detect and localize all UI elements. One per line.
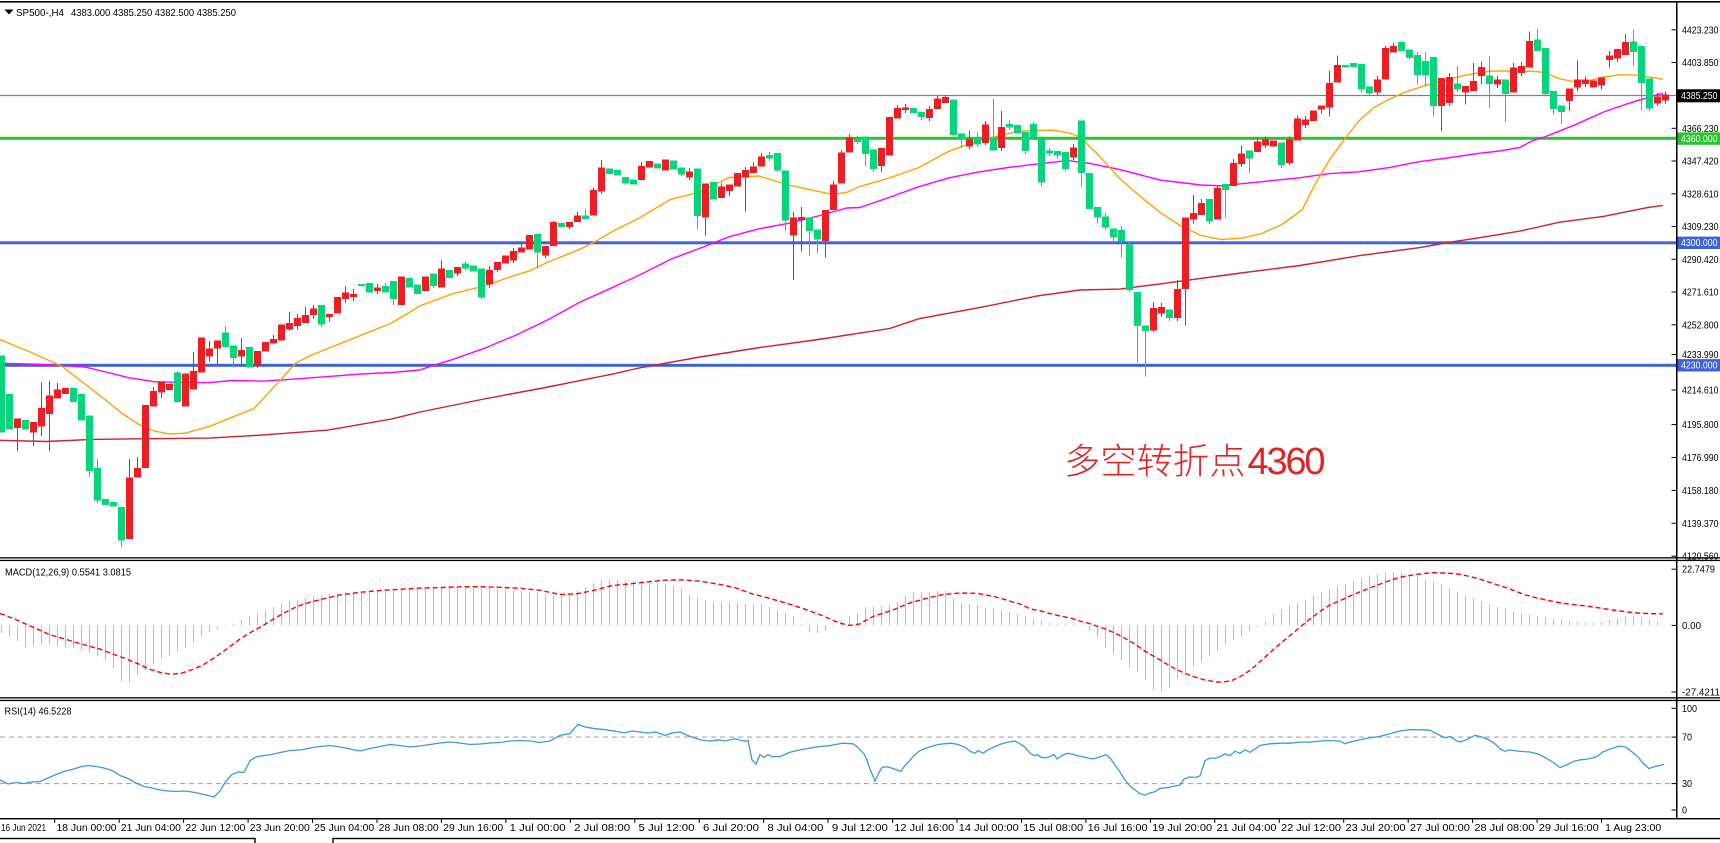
svg-text:22 Jun 12:00: 22 Jun 12:00 — [185, 823, 245, 834]
svg-text:4383.000 4385.250 4382.500 438: 4383.000 4385.250 4382.500 4385.250 — [71, 7, 236, 19]
svg-text:4290.420: 4290.420 — [1682, 255, 1719, 266]
svg-text:29 Jul 16:00: 29 Jul 16:00 — [1539, 823, 1599, 834]
svg-text:9 Jul 12:00: 9 Jul 12:00 — [832, 823, 888, 834]
svg-text:0.00: 0.00 — [1682, 621, 1701, 632]
svg-text:1 Aug 23:00: 1 Aug 23:00 — [1605, 823, 1661, 834]
svg-text:4252.800: 4252.800 — [1682, 320, 1719, 331]
svg-text:25 Jun 04:00: 25 Jun 04:00 — [314, 823, 374, 834]
svg-text:18 Jun 00:00: 18 Jun 00:00 — [57, 823, 117, 834]
svg-text:21 Jun 04:00: 21 Jun 04:00 — [121, 823, 181, 834]
svg-text:15 Jul 08:00: 15 Jul 08:00 — [1023, 823, 1083, 834]
svg-text:2 Jul 08:00: 2 Jul 08:00 — [574, 823, 630, 834]
svg-text:5 Jul 12:00: 5 Jul 12:00 — [639, 823, 695, 834]
svg-text:8 Jul 04:00: 8 Jul 04:00 — [767, 823, 823, 834]
svg-text:14 Jul 00:00: 14 Jul 00:00 — [959, 823, 1019, 834]
svg-text:4230.000: 4230.000 — [1681, 361, 1718, 372]
svg-text:SP500-,H4: SP500-,H4 — [16, 7, 64, 19]
svg-text:4347.420: 4347.420 — [1682, 157, 1719, 168]
svg-text:4271.610: 4271.610 — [1682, 288, 1719, 299]
svg-text:29 Jun 16:00: 29 Jun 16:00 — [443, 823, 503, 834]
svg-text:4423.230: 4423.230 — [1682, 25, 1719, 36]
svg-text:4360.000: 4360.000 — [1681, 134, 1718, 145]
svg-text:4214.610: 4214.610 — [1682, 386, 1719, 397]
svg-text:23 Jun 20:00: 23 Jun 20:00 — [250, 823, 310, 834]
svg-text:27 Jul 00:00: 27 Jul 00:00 — [1410, 823, 1470, 834]
svg-text:4233.990: 4233.990 — [1682, 350, 1719, 361]
svg-text:0: 0 — [1682, 806, 1687, 817]
svg-text:12 Jul 16:00: 12 Jul 16:00 — [894, 823, 954, 834]
svg-text:22.7479: 22.7479 — [1682, 565, 1715, 576]
svg-text:4360: 4360 — [1248, 441, 1326, 483]
svg-text:4176.990: 4176.990 — [1682, 453, 1719, 464]
svg-text:100: 100 — [1682, 704, 1697, 715]
svg-text:28 Jul 08:00: 28 Jul 08:00 — [1474, 823, 1534, 834]
svg-text:6 Jul 20:00: 6 Jul 20:00 — [703, 823, 759, 834]
svg-text:4328.610: 4328.610 — [1682, 189, 1719, 200]
svg-text:1 Jul 00:00: 1 Jul 00:00 — [510, 823, 566, 834]
svg-text:4300.000: 4300.000 — [1681, 238, 1718, 249]
svg-text:RSI(14) 46.5228: RSI(14) 46.5228 — [5, 706, 72, 718]
svg-text:70: 70 — [1682, 733, 1692, 744]
svg-text:-27.4211: -27.4211 — [1682, 688, 1720, 699]
svg-text:22 Jul 12:00: 22 Jul 12:00 — [1281, 823, 1341, 834]
svg-text:4309.230: 4309.230 — [1682, 222, 1719, 233]
svg-text:MACD(12,26,9) 0.5541 3.0815: MACD(12,26,9) 0.5541 3.0815 — [5, 567, 131, 579]
svg-text:4385.250: 4385.250 — [1681, 91, 1718, 102]
svg-text:4158.180: 4158.180 — [1682, 486, 1719, 497]
svg-text:19 Jul 20:00: 19 Jul 20:00 — [1152, 823, 1212, 834]
svg-text:30: 30 — [1682, 779, 1692, 790]
svg-text:21 Jul 04:00: 21 Jul 04:00 — [1217, 823, 1277, 834]
svg-text:4120.560: 4120.560 — [1682, 552, 1719, 563]
svg-text:16 Jul 16:00: 16 Jul 16:00 — [1088, 823, 1148, 834]
svg-text:16 Jun 2021: 16 Jun 2021 — [1, 823, 46, 834]
svg-text:4403.850: 4403.850 — [1682, 58, 1719, 69]
svg-text:4366.230: 4366.230 — [1682, 124, 1719, 135]
svg-text:4195.800: 4195.800 — [1682, 420, 1719, 431]
svg-text:28 Jun 08:00: 28 Jun 08:00 — [379, 823, 439, 834]
svg-text:4139.370: 4139.370 — [1682, 519, 1719, 530]
svg-text:23 Jul 20:00: 23 Jul 20:00 — [1346, 823, 1406, 834]
